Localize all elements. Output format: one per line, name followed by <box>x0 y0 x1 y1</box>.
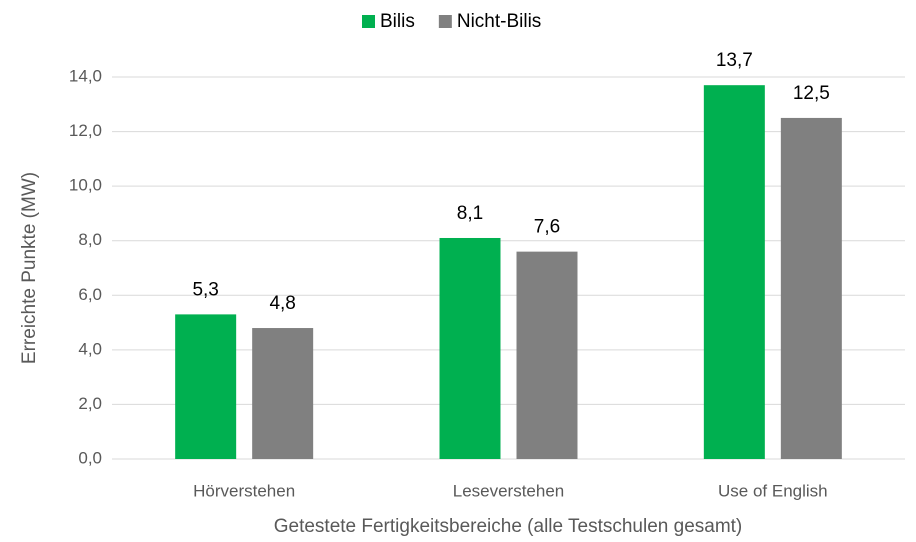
bar <box>516 251 578 459</box>
legend-label: Nicht-Bilis <box>457 11 541 32</box>
x-axis-title: Getestete Fertigkeitsbereiche (alle Test… <box>274 516 743 537</box>
y-tick-label: 4,0 <box>78 339 102 358</box>
legend-label: Bilis <box>380 11 415 32</box>
x-tick-label: Use of English <box>718 481 828 500</box>
y-tick-label: 10,0 <box>69 176 102 195</box>
legend-swatch <box>362 15 375 28</box>
bar <box>439 237 501 459</box>
data-label: 12,5 <box>793 83 830 104</box>
x-tick-label: Hörverstehen <box>193 481 295 500</box>
bar <box>780 117 842 459</box>
data-label: 4,8 <box>269 293 295 314</box>
legend-swatch <box>438 15 452 28</box>
data-label: 5,3 <box>192 279 218 300</box>
y-tick-label: 0,0 <box>78 448 102 467</box>
data-label: 13,7 <box>716 50 753 71</box>
y-tick-label: 12,0 <box>69 121 102 140</box>
data-label: 7,6 <box>534 217 560 238</box>
y-tick-label: 2,0 <box>78 394 102 413</box>
x-tick-label: Leseverstehen <box>453 481 565 500</box>
y-tick-label: 6,0 <box>78 285 102 304</box>
bar <box>175 314 237 459</box>
data-label: 8,1 <box>457 203 483 224</box>
y-tick-label: 14,0 <box>69 66 102 85</box>
bar <box>703 85 765 459</box>
y-axis-title: Erreichte Punkte (MW) <box>19 172 40 364</box>
y-tick-label: 8,0 <box>78 230 102 249</box>
bar <box>252 328 314 459</box>
